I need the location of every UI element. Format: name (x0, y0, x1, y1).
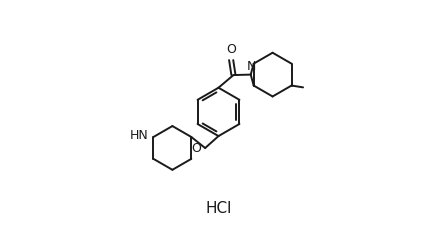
Text: HN: HN (130, 129, 149, 142)
Text: O: O (191, 142, 201, 155)
Text: N: N (247, 60, 257, 73)
Text: O: O (226, 43, 236, 56)
Text: HCl: HCl (205, 201, 232, 216)
